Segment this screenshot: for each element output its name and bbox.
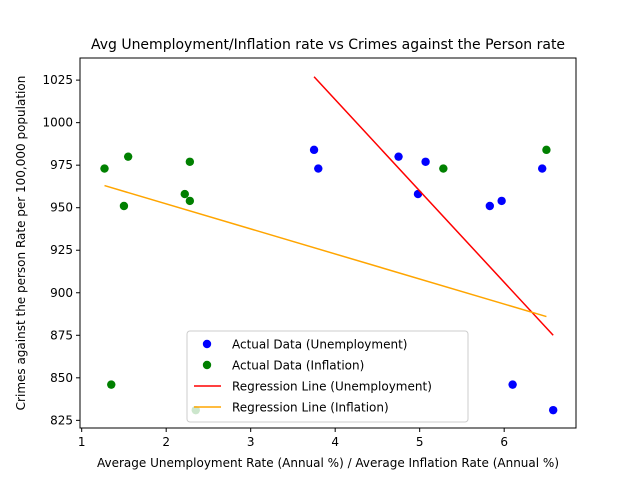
x-axis-title: Average Unemployment Rate (Annual %) / A… [97,456,559,470]
y-tick-label-8: 1025 [42,73,73,87]
point-0-3 [413,189,423,199]
point-1-6 [185,196,195,206]
point-0-5 [485,201,495,211]
y-tick-label-6: 975 [50,158,73,172]
y-tick-label-7: 1000 [42,116,73,130]
legend-label-1: Actual Data (Inflation) [232,359,364,373]
legend-label-3: Regression Line (Inflation) [232,401,389,415]
point-1-4 [180,189,189,199]
x-tick-label-5: 6 [500,435,508,449]
point-1-8 [439,164,448,173]
legend-label-2: Regression Line (Unemployment) [232,380,432,394]
y-axis: 825 850 875 900 925 950 975 1000 1025 [42,73,80,427]
regression-line-3 [104,184,547,318]
chart-title: Avg Unemployment/Inflation rate vs Crime… [91,37,565,53]
y-tick-label-3: 900 [50,286,73,300]
legend: Actual Data (Unemployment) Actual Data (I… [186,330,469,423]
x-tick-label-2: 3 [247,435,255,449]
point-1-1 [107,380,116,389]
y-tick-label-5: 950 [50,201,73,215]
point-0-7 [508,380,517,389]
point-1-2 [119,201,129,211]
y-tick-label-0: 825 [50,413,73,427]
point-0-2 [394,152,403,161]
y-axis-title: Crimes against the person Rate per 100,0… [14,76,28,411]
legend-label-0: Actual Data (Unemployment) [232,338,407,352]
legend-marker-0 [202,339,212,349]
point-0-9 [548,405,558,415]
point-1-9 [542,145,551,155]
regression-line-2 [313,76,554,336]
x-tick-label-1: 2 [162,435,170,449]
y-tick-label-1: 850 [50,371,73,385]
legend-box [186,330,469,423]
x-tick-label-3: 4 [331,435,339,449]
point-0-0 [309,145,319,155]
x-tick-label-0: 1 [78,435,86,449]
point-0-8 [538,164,547,173]
y-tick-label-2: 875 [50,328,73,342]
point-1-3 [123,152,133,161]
plot-marks [100,76,558,415]
point-0-6 [497,196,506,206]
point-1-0 [100,164,109,173]
point-0-4 [421,157,430,166]
y-tick-label-4: 925 [50,243,73,257]
legend-marker-1 [202,360,212,370]
x-tick-label-4: 5 [416,435,424,449]
point-1-5 [185,157,195,166]
point-0-1 [314,164,323,173]
plot-frame [79,57,577,429]
x-axis: 1 2 3 4 5 6 [78,428,508,449]
